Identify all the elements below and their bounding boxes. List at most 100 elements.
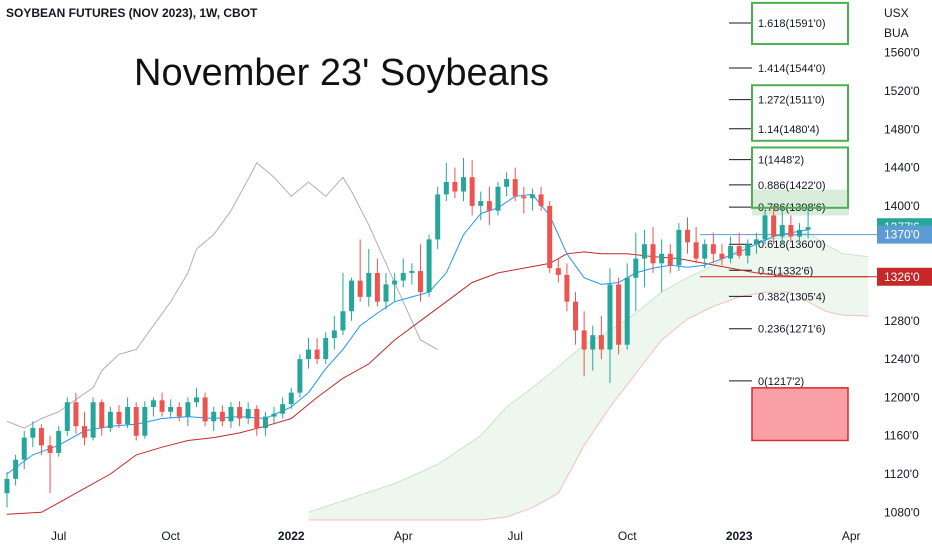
price-tick-label: 1480'0 <box>884 122 920 136</box>
price-axis[interactable]: USX BUA 1560'0 1520'0 1480'0 1440'0 1400'0 12… <box>884 6 920 519</box>
candle-body <box>521 196 527 199</box>
candle-body <box>185 402 191 417</box>
candle-body <box>538 194 544 206</box>
candle-body <box>211 411 217 422</box>
fib-level-label: 1.414(1544'0) <box>758 63 826 75</box>
candle-body <box>641 244 647 259</box>
price-tick-label: 1240'0 <box>884 352 920 366</box>
candle-body <box>30 428 36 438</box>
candle-body <box>581 330 587 350</box>
base-line <box>6 251 869 515</box>
conversion-line <box>6 193 809 475</box>
time-tick-label: 2023 <box>726 529 753 543</box>
candle-body <box>4 478 10 494</box>
fib-target-box <box>751 146 849 209</box>
candle-body <box>38 428 44 446</box>
candle-body <box>736 246 742 256</box>
candle-body <box>21 437 27 460</box>
candle-body <box>547 205 553 269</box>
candle-body <box>400 272 406 281</box>
candle-body <box>693 242 699 259</box>
time-tick-label: Oct <box>618 529 637 543</box>
price-axis-unit-usx: USX <box>884 6 909 20</box>
candle-body <box>771 215 777 237</box>
candle-body <box>202 397 208 422</box>
candle-body <box>607 284 613 350</box>
candle-body <box>633 258 639 278</box>
candle-body <box>107 411 113 429</box>
candle-body <box>512 179 518 197</box>
price-tick-label: 1120'0 <box>884 467 919 481</box>
price-tick-label: 1520'0 <box>884 84 920 98</box>
candle-body <box>228 406 234 422</box>
fib-support-box <box>751 387 849 442</box>
time-axis[interactable]: Jul Oct 2022 Apr Jul Oct 2023 Apr <box>51 529 860 543</box>
price-tick-label: 1200'0 <box>884 390 920 404</box>
fib-level-label: 0.236(1271'6) <box>758 324 826 336</box>
fib-highlight-band <box>752 189 849 216</box>
candle-body <box>564 274 570 302</box>
candle-body <box>237 406 243 419</box>
candle-body <box>486 201 492 211</box>
candle-body <box>529 194 535 199</box>
candle-body <box>624 277 630 345</box>
cloud-upper-line <box>308 232 869 513</box>
price-tick-label: 1440'0 <box>884 161 920 175</box>
candle-body <box>719 253 725 259</box>
candle-body <box>47 445 53 453</box>
candle-body <box>702 244 708 259</box>
time-tick-label: Apr <box>394 529 413 543</box>
ichimoku-cloud <box>308 232 869 521</box>
candlestick-series <box>4 158 811 508</box>
candle-body <box>745 244 751 256</box>
time-tick-label: Jul <box>508 529 523 543</box>
candle-body <box>116 411 122 425</box>
price-axis-unit-bua: BUA <box>884 26 909 40</box>
candle-body <box>305 349 311 360</box>
fib-level-label: 0.886(1422'0) <box>758 180 826 192</box>
price-tag-label: 1370'0 <box>884 228 920 242</box>
candle-body <box>478 201 484 206</box>
indicator-lines <box>6 162 877 515</box>
candle-body <box>280 404 286 414</box>
candle-body <box>374 272 380 302</box>
price-tag-label: 1326'0 <box>884 270 920 284</box>
candle-body <box>142 406 148 436</box>
candle-body <box>254 408 260 429</box>
cloud-fill <box>308 232 869 520</box>
candle-body <box>616 284 622 345</box>
price-tag-bg <box>877 225 932 244</box>
candle-body <box>125 406 131 425</box>
price-tick-label: 1400'0 <box>884 199 920 213</box>
fib-level-label: 1.272(1511'0) <box>758 95 825 107</box>
fibonacci-extension: 1.618(1591'0) 1.414(1544'0) 1.272(1511'0) 1… <box>729 1 849 442</box>
chart-annotation-title: November 23' Soybeans <box>134 52 549 94</box>
candle-body <box>555 268 561 275</box>
candle-body <box>297 359 303 393</box>
candle-body <box>590 335 596 350</box>
fib-level-label: 0.382(1305'4) <box>758 291 826 303</box>
candle-body <box>392 280 398 285</box>
price-tick-label: 1080'0 <box>884 505 920 519</box>
price-tick-label: 1560'0 <box>884 46 920 60</box>
candle-body <box>314 349 320 360</box>
candle-body <box>788 225 794 237</box>
candle-body <box>245 408 251 419</box>
candle-body <box>349 280 355 312</box>
candle-body <box>796 229 802 237</box>
candle-body <box>288 392 294 405</box>
candle-body <box>667 253 673 266</box>
candle-body <box>753 239 759 245</box>
candle-body <box>684 229 690 243</box>
candle-body <box>469 177 475 206</box>
candle-body <box>271 413 277 417</box>
candle-body <box>90 402 96 438</box>
candle-body <box>650 244 656 264</box>
candle-body <box>194 397 200 403</box>
fib-level-label: 1(1448'2) <box>758 155 804 167</box>
candle-body <box>133 406 139 436</box>
time-tick-label: Apr <box>842 529 861 543</box>
candle-body <box>73 402 79 427</box>
